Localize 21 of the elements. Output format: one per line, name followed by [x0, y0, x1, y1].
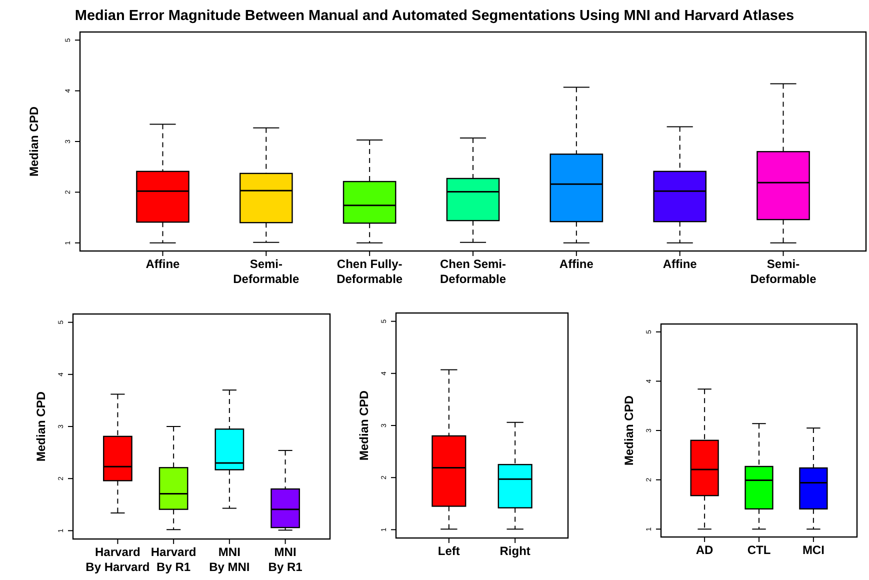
- x-tick-label: Chen Fully- Deformable: [336, 257, 403, 286]
- x-tick-label: Affine: [662, 257, 698, 271]
- x-tick-label: MNI By R1: [268, 545, 303, 574]
- x-tick-label: CTL: [747, 543, 771, 557]
- x-tick-label: Affine: [146, 257, 180, 271]
- y-axis-title: Median CPD: [622, 395, 636, 466]
- x-tick-label: Harvard By R1: [150, 545, 196, 574]
- chart-title: Median Error Magnitude Between Manual and Automated Segmentations Using MNI and Harvard Atlases: [74, 8, 794, 24]
- x-tick-label: Semi- Deformable: [233, 257, 300, 286]
- x-tick-label: AD: [696, 543, 714, 557]
- x-tick-label: Chen Semi- Deformable: [440, 257, 506, 286]
- y-axis-title: Median CPD: [357, 390, 371, 461]
- x-tick-label: Semi- Deformable: [750, 257, 817, 286]
- x-tick-label: Harvard By Harvard: [86, 545, 150, 574]
- x-tick-label: Right: [500, 544, 530, 558]
- x-tick-label: Affine: [559, 257, 594, 271]
- x-tick-label: Left: [438, 544, 460, 558]
- x-tick-label: MNI By MNI: [209, 545, 250, 574]
- y-axis-title: Median CPD: [27, 106, 41, 177]
- y-axis-title: Median CPD: [34, 391, 48, 462]
- x-tick-label: MCI: [802, 543, 824, 557]
